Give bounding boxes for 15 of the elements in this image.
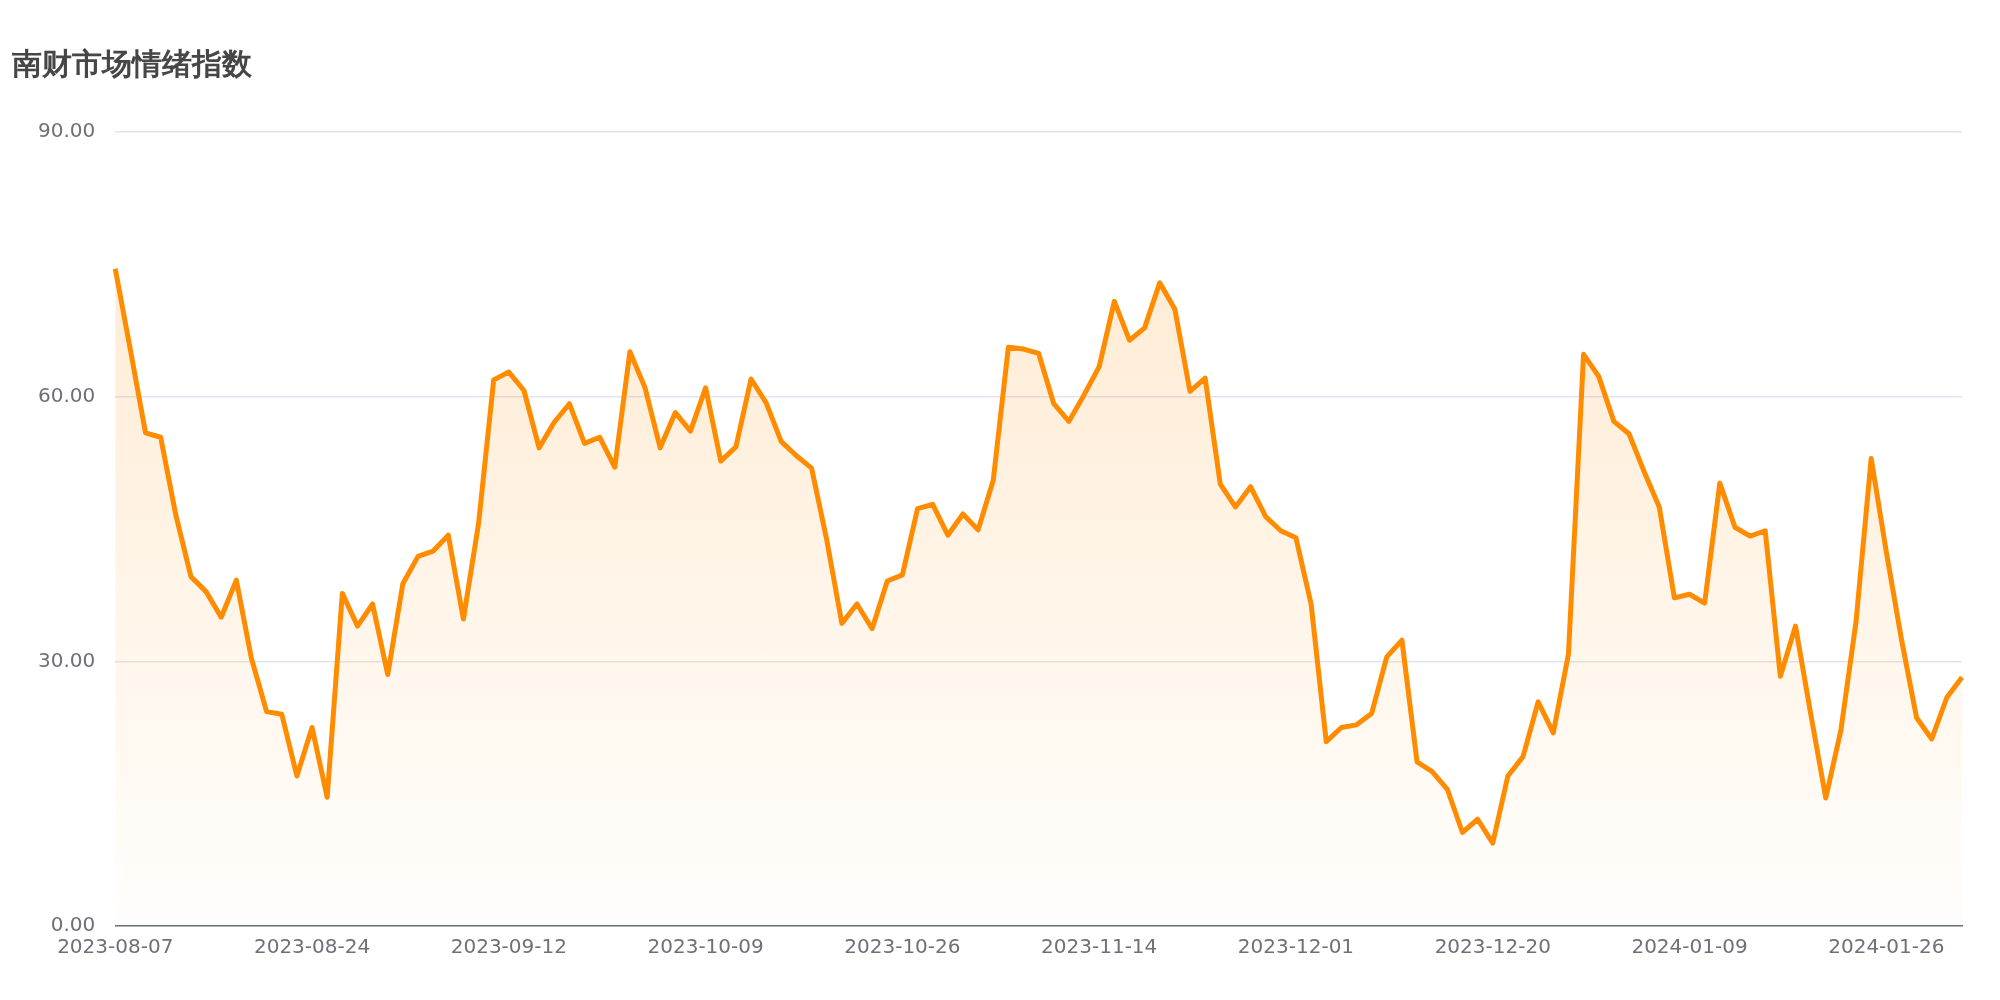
x-tick-label: 2023-10-09 [647, 934, 764, 959]
chart-title: 南财市场情绪指数 [11, 45, 253, 83]
y-tick-label: 60.00 [37, 382, 96, 407]
x-tick-label: 2023-11-14 [1041, 934, 1158, 959]
x-tick-label: 2023-10-26 [844, 934, 961, 959]
y-tick-label: 0.00 [50, 912, 96, 937]
x-tick-label: 2023-12-01 [1237, 934, 1355, 959]
x-tick-label: 2023-12-20 [1434, 934, 1551, 959]
x-tick-label: 2023-09-12 [450, 934, 567, 959]
x-tick-label: 2024-01-09 [1631, 934, 1748, 959]
x-tick-label: 2024-01-26 [1828, 934, 1945, 959]
x-tick-label: 2023-08-24 [253, 934, 371, 959]
x-tick-label: 2023-08-07 [57, 934, 174, 959]
y-tick-label: 90.00 [37, 118, 96, 143]
y-tick-label: 30.00 [37, 647, 96, 672]
